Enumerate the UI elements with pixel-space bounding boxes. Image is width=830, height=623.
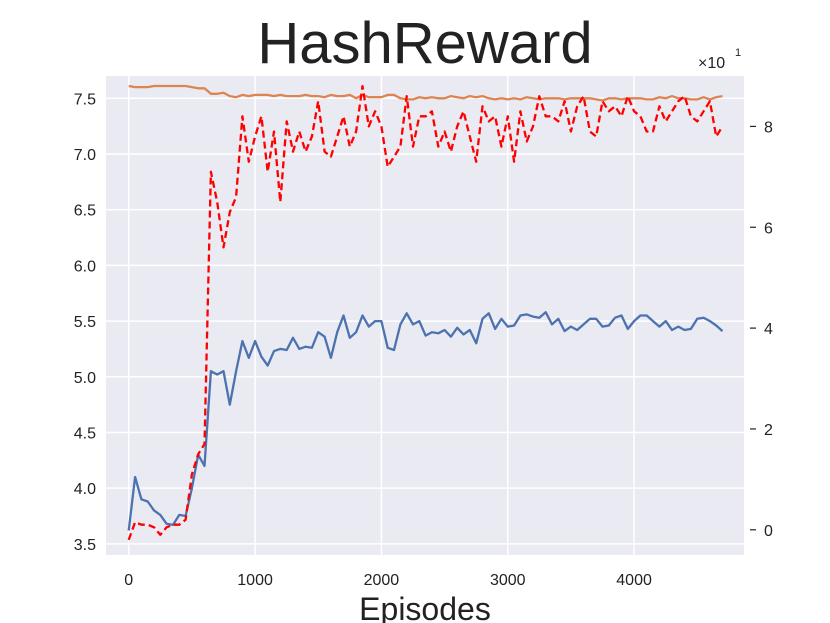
- x-tick-label: 1000: [237, 572, 273, 589]
- right-y-tick-label: 8: [764, 119, 773, 136]
- right-y-axis: 0 2 4 6 8: [750, 119, 773, 540]
- series-line-2: [128, 84, 723, 102]
- right-axis-multiplier-exponent: 1: [735, 47, 741, 59]
- series-line-1: [127, 311, 724, 531]
- series-layer: [127, 84, 724, 541]
- right-y-tick-label: 2: [764, 422, 773, 439]
- left-y-tick-label: 6.5: [74, 203, 96, 220]
- left-y-tick-label: 7.5: [74, 91, 96, 108]
- right-y-tick-label: 4: [764, 321, 773, 338]
- x-axis-label: Episodes: [359, 591, 491, 623]
- right-y-tick-label: 0: [764, 523, 773, 540]
- x-tick-label: 4000: [616, 572, 652, 589]
- left-y-tick-label: 7.0: [74, 147, 96, 164]
- series-line-3: [127, 84, 724, 541]
- left-y-tick-label: 4.0: [74, 481, 96, 498]
- grid-lines: [106, 76, 744, 555]
- left-y-axis: 3.5 4.0 4.5 5.0 5.5 6.0 6.5 7.0 7.5: [74, 91, 96, 554]
- right-y-tick-label: 6: [764, 220, 773, 237]
- left-y-tick-label: 6.0: [74, 258, 96, 275]
- left-y-tick-label: 3.5: [74, 537, 96, 554]
- x-tick-label: 3000: [490, 572, 526, 589]
- left-y-tick-label: 5.5: [74, 314, 96, 331]
- chart-title: HashReward: [257, 11, 593, 76]
- plot-area: [106, 76, 744, 555]
- x-tick-label: 0: [124, 572, 133, 589]
- left-y-tick-label: 5.0: [74, 370, 96, 387]
- x-tick-label: 2000: [364, 572, 400, 589]
- x-axis: 0 1000 2000 3000 4000: [124, 572, 652, 589]
- left-y-tick-label: 4.5: [74, 425, 96, 442]
- right-axis-multiplier: ×10: [698, 55, 725, 72]
